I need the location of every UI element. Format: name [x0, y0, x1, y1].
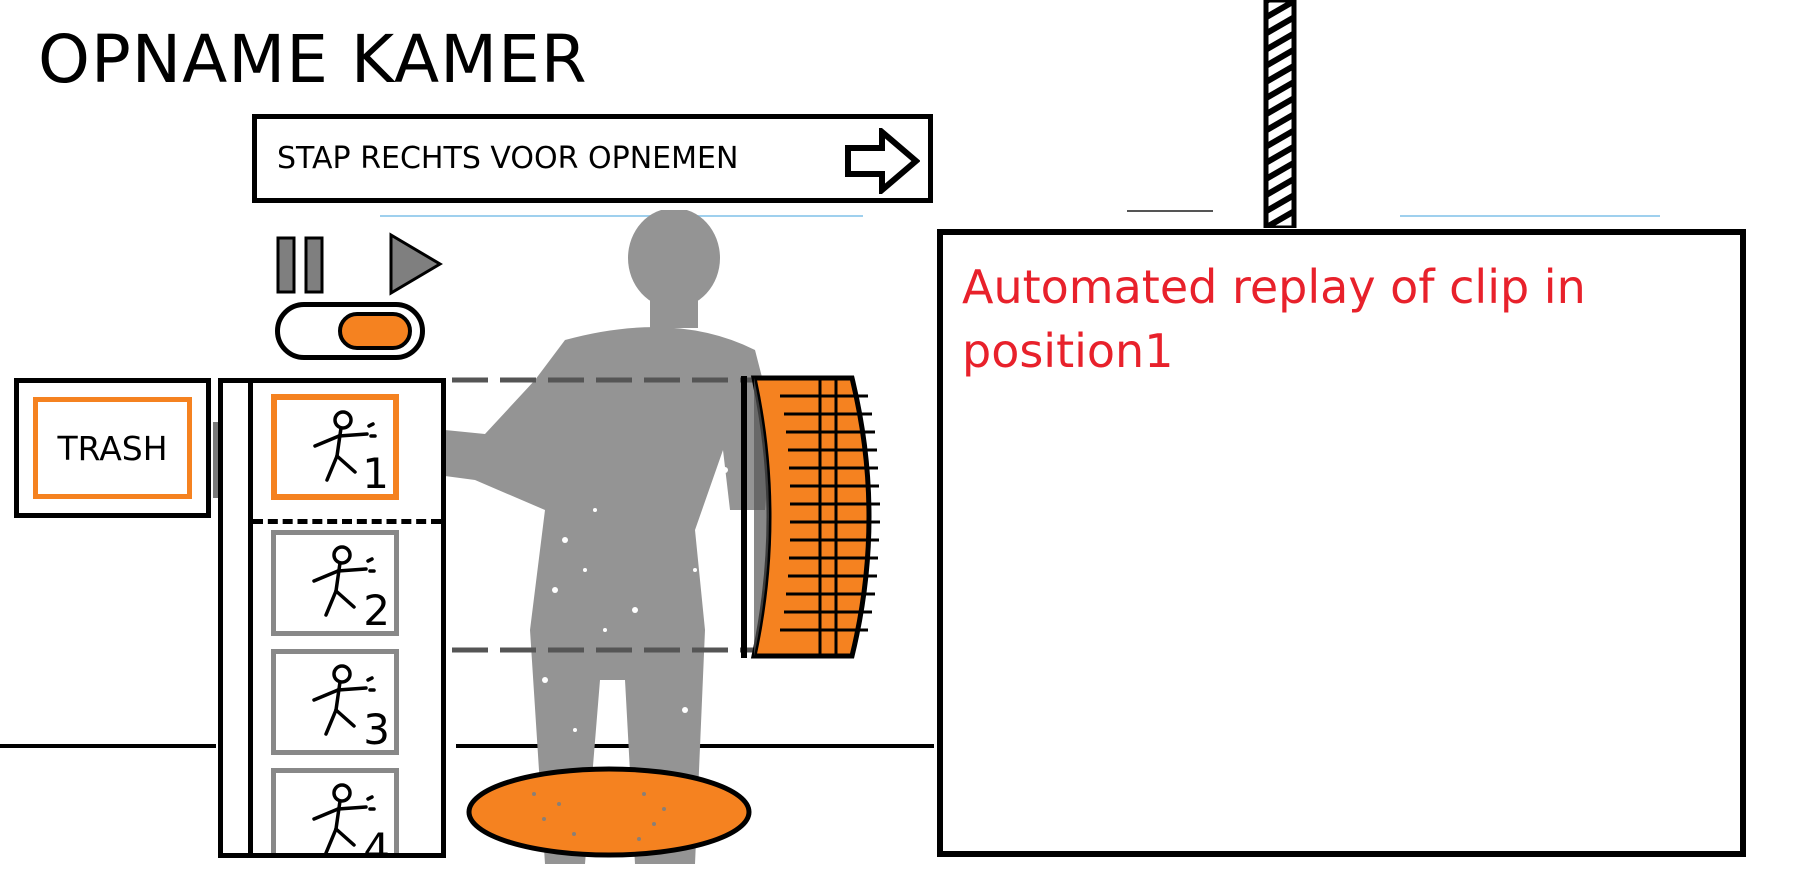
ceiling-pole	[1263, 0, 1297, 228]
arrow-right-icon	[845, 128, 920, 194]
page-title: OPNAME KAMER	[38, 21, 588, 98]
strip-divider	[253, 519, 441, 524]
guide-line	[1400, 215, 1660, 217]
clip-number: 3	[363, 705, 390, 754]
replay-panel: Automated replay of clip in position1	[937, 229, 1746, 857]
replay-message: Automated replay of clip in position1	[962, 260, 1586, 378]
clip-thumbnail-2[interactable]: 2	[271, 530, 399, 636]
dancer-icon	[312, 545, 376, 617]
clip-number: 4	[363, 824, 390, 858]
clip-strip-rail	[248, 383, 253, 853]
clip-thumbnail-3[interactable]: 3	[271, 649, 399, 755]
dancer-icon	[312, 664, 376, 736]
record-toggle[interactable]	[275, 302, 425, 360]
guide-line	[1127, 210, 1213, 212]
person-silhouette	[405, 210, 773, 865]
play-icon[interactable]	[388, 232, 444, 296]
trash-label: TRASH	[33, 397, 192, 499]
toggle-knob	[338, 312, 412, 350]
dancer-icon	[313, 410, 377, 482]
clip-thumbnail-4[interactable]: 4	[271, 768, 399, 858]
step-right-label: STAP RECHTS VOOR OPNEMEN	[277, 141, 739, 176]
dancer-icon	[312, 783, 376, 853]
clip-number: 2	[363, 586, 390, 635]
floor-marker	[466, 766, 752, 858]
clip-strip: 1 2	[218, 378, 446, 858]
capture-zone-lines	[452, 377, 757, 653]
clip-number: 1	[362, 449, 389, 498]
pause-icon[interactable]	[276, 236, 328, 294]
trash-bin[interactable]: TRASH	[14, 378, 211, 518]
guide-line	[380, 215, 863, 217]
clip-thumbnail-1[interactable]: 1	[271, 394, 399, 500]
floor-line	[0, 744, 216, 748]
step-right-banner: STAP RECHTS VOOR OPNEMEN	[252, 114, 933, 203]
record-drum[interactable]	[740, 374, 890, 660]
